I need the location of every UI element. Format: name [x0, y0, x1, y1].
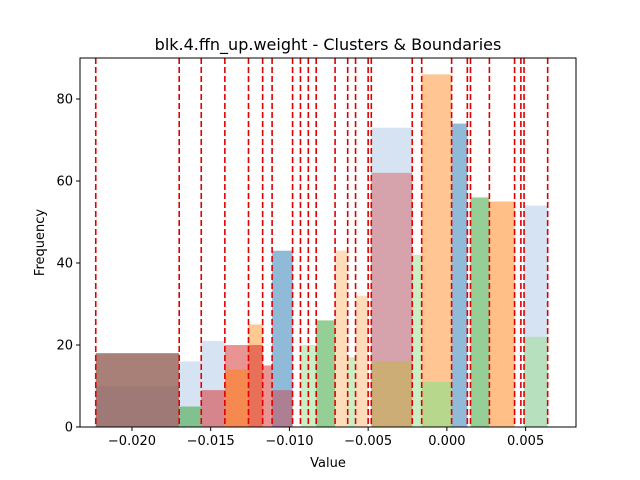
y-tick-label: 60 [56, 175, 73, 190]
histogram-bar [451, 123, 468, 427]
y-tick-label: 20 [56, 339, 73, 354]
x-tick-label: −0.015 [187, 434, 235, 449]
y-axis-ticks: 0 20 40 60 80 [56, 93, 80, 436]
x-tick-label: −0.010 [265, 434, 313, 449]
x-tick-label: −0.020 [108, 434, 156, 449]
histogram-bar [335, 250, 348, 427]
histogram-bar [421, 74, 452, 428]
plot-frame [79, 57, 577, 428]
histogram-bar [489, 201, 515, 427]
x-tick-label: 0.000 [428, 434, 465, 449]
histogram-bar [371, 172, 413, 427]
chart-title: blk.4.ffn_up.weight - Clusters & Boundar… [155, 35, 502, 55]
histogram-bar [470, 197, 490, 427]
x-axis-label: Value [310, 456, 346, 471]
histogram-bar [272, 390, 293, 427]
histogram-bar [248, 345, 263, 427]
bars-layer [95, 74, 548, 428]
histogram-bar [412, 254, 422, 427]
x-axis-ticks: −0.020 −0.015 −0.010 −0.005 0.000 0.005 [108, 427, 544, 449]
histogram-bar [224, 369, 249, 427]
histogram-bar [371, 361, 413, 427]
histogram-bar [316, 320, 336, 427]
histogram-bar [347, 357, 356, 427]
histogram-bar [355, 295, 369, 427]
histogram-bar [262, 365, 273, 427]
histogram-bar [371, 127, 413, 427]
boundary-lines-layer [94, 58, 549, 427]
histogram-bar [201, 390, 225, 427]
x-tick-label: 0.005 [507, 434, 544, 449]
histogram-bar [272, 250, 293, 427]
histogram-bar [179, 406, 202, 427]
y-tick-label: 80 [56, 93, 73, 108]
x-tick-label: −0.005 [344, 434, 392, 449]
histogram-bar [95, 353, 180, 427]
y-tick-label: 40 [56, 257, 73, 272]
y-tick-label: 0 [65, 421, 73, 436]
y-axis-label: Frequency [33, 209, 48, 276]
histogram-bar [421, 381, 452, 427]
histogram-bar [524, 336, 548, 427]
